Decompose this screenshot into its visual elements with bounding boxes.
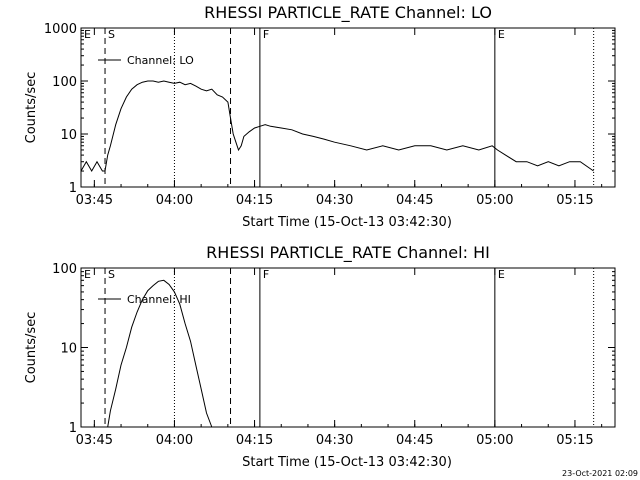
event-marker-label: E xyxy=(498,268,505,281)
y-axis-label: Counts/sec xyxy=(24,72,39,144)
y-axis-label: Counts/sec xyxy=(24,312,39,384)
chart-title: RHESSI PARTICLE_RATE Channel: LO xyxy=(204,3,492,23)
x-tick-label: 04:00 xyxy=(156,193,193,208)
legend-label: Channel: HI xyxy=(127,293,191,306)
x-tick-label: 05:15 xyxy=(556,433,593,448)
x-tick-label: 03:45 xyxy=(76,193,113,208)
series-line xyxy=(80,80,594,173)
legend-label: Channel: LO xyxy=(127,54,194,67)
chart-panel-lo: RHESSI PARTICLE_RATE Channel: LO Counts/… xyxy=(24,3,616,230)
y-tick-label: 100 xyxy=(52,75,77,90)
event-marker-label: S xyxy=(108,28,115,41)
x-tick-label: 04:45 xyxy=(396,433,433,448)
x-tick-label: 03:45 xyxy=(76,433,113,448)
y-tick-label: 10 xyxy=(60,128,77,143)
y-tick-label: 1000 xyxy=(44,22,77,37)
plot-frame xyxy=(80,27,616,188)
x-tick-label: 04:15 xyxy=(236,433,273,448)
x-tick-label: 05:00 xyxy=(476,193,513,208)
event-marker-label: E xyxy=(498,28,505,41)
plot-frame xyxy=(80,267,616,428)
y-tick-label: 100 xyxy=(52,262,77,277)
chart-panel-hi: RHESSI PARTICLE_RATE Channel: HI Counts/… xyxy=(24,243,616,470)
footer-timestamp: 23-Oct-2021 02:09 xyxy=(562,469,638,478)
chart-title: RHESSI PARTICLE_RATE Channel: HI xyxy=(206,243,490,263)
event-marker-label: F xyxy=(263,268,269,281)
x-tick-label: 05:00 xyxy=(476,433,513,448)
event-marker-label: S xyxy=(108,268,115,281)
x-tick-label: 04:30 xyxy=(316,433,353,448)
event-marker-label: F xyxy=(263,28,269,41)
y-tick-label: 1 xyxy=(69,421,77,436)
y-tick-label: 10 xyxy=(60,342,77,357)
x-tick-label: 04:00 xyxy=(156,433,193,448)
y-tick-label: 1 xyxy=(69,181,77,196)
x-tick-label: 05:15 xyxy=(556,193,593,208)
series-line xyxy=(107,279,213,428)
x-tick-label: 04:30 xyxy=(316,193,353,208)
event-marker-label: E xyxy=(84,28,91,41)
event-marker-label: E xyxy=(84,268,91,281)
x-axis-label: Start Time (15-Oct-13 03:42:30) xyxy=(242,455,452,470)
x-axis-label: Start Time (15-Oct-13 03:42:30) xyxy=(242,215,452,230)
x-tick-label: 04:15 xyxy=(236,193,273,208)
x-tick-label: 04:45 xyxy=(396,193,433,208)
